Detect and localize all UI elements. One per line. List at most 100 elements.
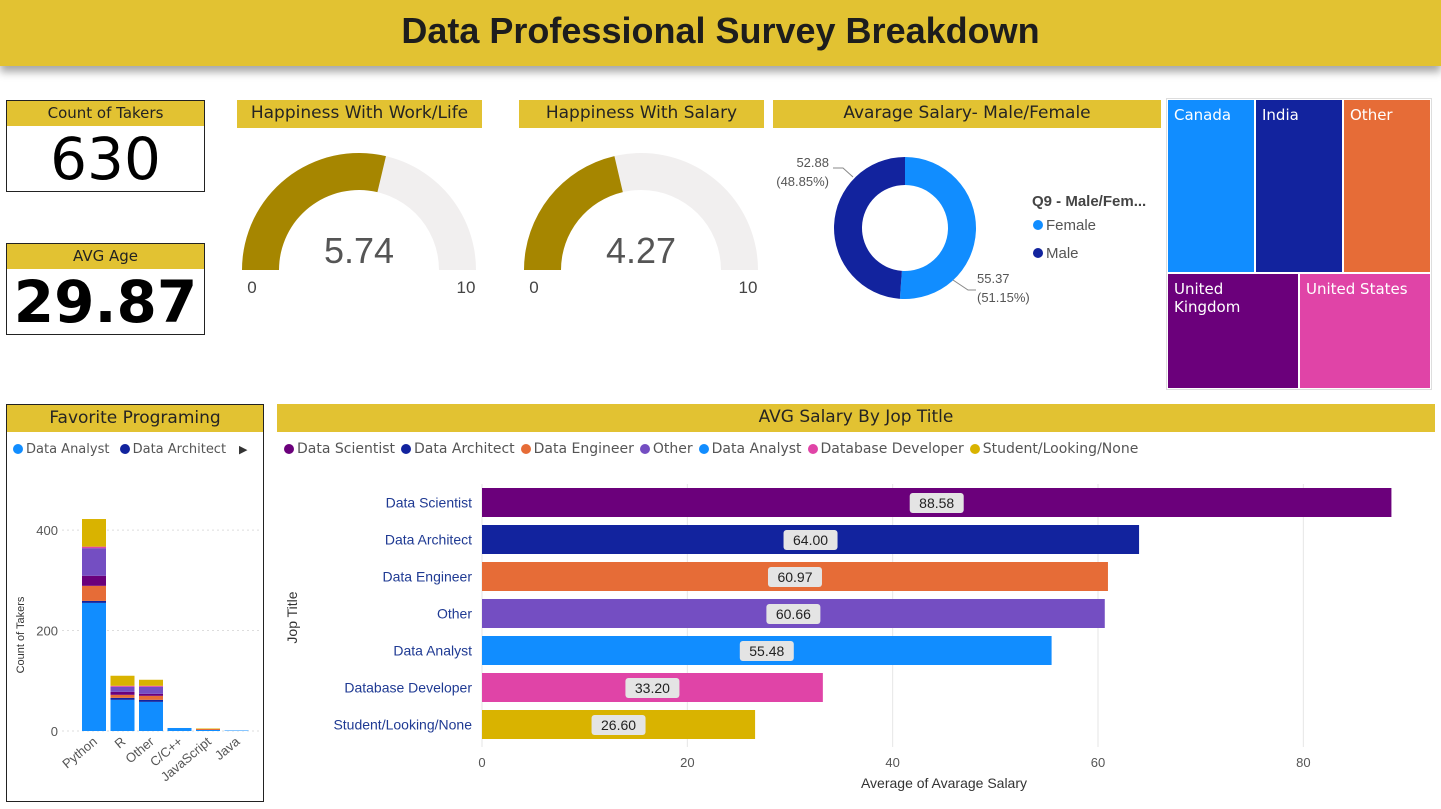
treemap-tile-united-kingdom[interactable]: United Kingdom xyxy=(1167,273,1299,389)
donut-legend-dot xyxy=(1033,220,1043,230)
bar-segment[interactable] xyxy=(82,585,106,601)
donut-label-pct: (48.85%) xyxy=(776,174,829,189)
y-tick-label: Database Developer xyxy=(344,680,472,696)
kpi-count-label: Count of Takers xyxy=(7,101,204,126)
data-label: 26.60 xyxy=(601,717,636,733)
bar-segment[interactable] xyxy=(139,695,163,700)
treemap-label: India xyxy=(1262,106,1299,124)
donut-label-pct: (51.15%) xyxy=(977,290,1030,305)
gauge-salary[interactable]: 4.27 0 10 xyxy=(519,140,769,310)
bar-segment[interactable] xyxy=(139,686,163,694)
data-label-box xyxy=(766,604,821,624)
legend-item[interactable]: Data Architect xyxy=(401,441,515,457)
bar-segment[interactable] xyxy=(139,699,163,702)
bar-segment[interactable] xyxy=(82,602,106,731)
legend-item[interactable]: Database Developer xyxy=(807,441,964,457)
bar-segment[interactable] xyxy=(82,519,106,547)
bar-segment[interactable] xyxy=(196,728,220,730)
donut-slice-male[interactable] xyxy=(834,157,905,299)
treemap-tile-canada[interactable]: Canada xyxy=(1167,99,1255,273)
legend-item[interactable]: Data Architect xyxy=(119,442,227,457)
bar-segment[interactable] xyxy=(139,693,163,696)
salary-by-job-chart[interactable]: 0 20 40 60 80 Average of Avarage Salary Jop Ti… xyxy=(277,470,1435,805)
bar-segment[interactable] xyxy=(139,679,163,686)
gauge-salary-title: Happiness With Salary xyxy=(519,100,764,128)
kpi-count-card[interactable]: Count of Takers 630 xyxy=(6,100,205,192)
page-title: Data Professional Survey Breakdown xyxy=(401,10,1040,51)
bar-segment[interactable] xyxy=(196,729,220,731)
legend-label: Data Analyst xyxy=(26,442,110,457)
x-tick-label: 0 xyxy=(478,755,485,770)
bar-segment[interactable] xyxy=(224,730,249,731)
donut-label-value: 52.88 xyxy=(796,155,829,170)
bar-segment[interactable] xyxy=(110,694,135,698)
bar-segment[interactable] xyxy=(82,600,106,603)
bar-segment[interactable] xyxy=(110,697,135,700)
treemap-label: Other xyxy=(1350,106,1393,124)
fav-programming-card: Favorite Programing Data Analyst Data Ar… xyxy=(6,404,264,802)
bar-segment[interactable] xyxy=(139,685,163,687)
salary-by-job-legend: Data Scientist Data Architect Data Enginee… xyxy=(284,441,1144,457)
legend-next-arrow-icon[interactable]: ▶ xyxy=(239,443,248,456)
bar-segment[interactable] xyxy=(82,575,106,586)
bar-segment[interactable] xyxy=(139,701,163,731)
bar-segment[interactable] xyxy=(110,675,135,686)
salary-by-job-title: AVG Salary By Jop Title xyxy=(277,404,1435,432)
y-tick-label: Student/Looking/None xyxy=(333,717,472,733)
bar-segment[interactable] xyxy=(110,699,135,731)
legend-item[interactable]: Other xyxy=(639,441,693,457)
donut-legend-label[interactable]: Female xyxy=(1046,217,1096,234)
x-tick-label: R xyxy=(112,734,129,752)
legend-item[interactable]: Student/Looking/None xyxy=(969,441,1138,457)
legend-item[interactable]: Data Engineer xyxy=(520,441,634,457)
bar-segment[interactable] xyxy=(110,686,135,692)
legend-dot xyxy=(284,444,294,454)
y-tick-label: Data Engineer xyxy=(382,569,472,585)
kpi-age-card[interactable]: AVG Age 29.87 xyxy=(6,243,205,335)
donut-legend-label[interactable]: Male xyxy=(1046,245,1079,262)
gauge-value: 4.27 xyxy=(606,230,676,271)
legend-item[interactable]: Data Analyst xyxy=(13,442,109,457)
y-axis-title: Jop Title xyxy=(284,591,300,643)
donut-legend-title: Q9 - Male/Fem... xyxy=(1032,193,1146,210)
bar-segment[interactable] xyxy=(110,685,135,687)
x-tick-label: 80 xyxy=(1296,755,1310,770)
header-banner: Data Professional Survey Breakdown xyxy=(0,0,1441,66)
country-treemap[interactable]: Canada India Other United Kingdom United… xyxy=(1166,98,1432,390)
bar-segment[interactable] xyxy=(110,691,135,695)
legend-dot xyxy=(807,444,818,454)
kpi-count-value: 630 xyxy=(50,125,161,193)
x-axis-title: Average of Avarage Salary xyxy=(861,775,1027,791)
treemap-tile-other[interactable]: Other xyxy=(1343,99,1431,273)
legend-label: Data Analyst xyxy=(711,441,802,457)
gauge-fill xyxy=(524,156,623,270)
legend-item[interactable]: Data Scientist xyxy=(284,441,395,457)
legend-item[interactable]: Data Analyst xyxy=(698,441,802,457)
donut-slice-female[interactable] xyxy=(899,157,976,299)
x-tick-label: Java xyxy=(212,733,243,763)
bar-segment[interactable] xyxy=(196,728,220,729)
donut-leader-line xyxy=(952,279,976,291)
treemap-tile-india[interactable]: India xyxy=(1255,99,1343,273)
legend-label: Other xyxy=(652,441,693,457)
data-label: 33.20 xyxy=(635,680,670,696)
data-label-box xyxy=(625,678,680,698)
donut-leader-line xyxy=(833,167,854,178)
gauge-worklife[interactable]: 5.74 0 10 xyxy=(237,140,487,310)
bar-segment[interactable] xyxy=(82,546,106,549)
legend-label: Data Architect xyxy=(132,442,227,457)
gauge-value: 5.74 xyxy=(324,230,394,271)
gauge-fill xyxy=(242,152,386,270)
legend-dot xyxy=(520,444,531,454)
y-tick-label: 0 xyxy=(51,724,58,739)
bar-segment[interactable] xyxy=(82,548,106,576)
treemap-tile-united-states[interactable]: United States xyxy=(1299,273,1431,389)
legend-label: Database Developer xyxy=(820,441,964,457)
donut-chart[interactable]: 55.37 (51.15%) 52.88 (48.85%) Q9 - Male/Fem.… xyxy=(773,140,1161,330)
data-label-box xyxy=(909,493,964,513)
legend-dot xyxy=(119,444,130,454)
legend-label: Data Architect xyxy=(414,441,515,457)
bar-segment[interactable] xyxy=(167,727,192,731)
data-label-box xyxy=(767,567,822,587)
